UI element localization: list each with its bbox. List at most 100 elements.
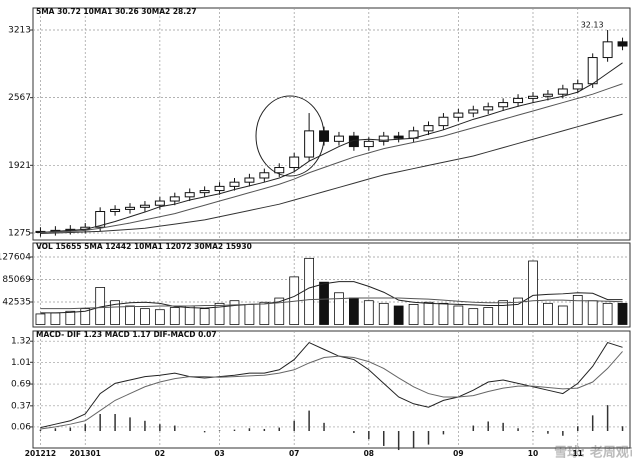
- volume-bar: [304, 257, 314, 325]
- volume-bar: [274, 297, 285, 325]
- volume-bar: [617, 302, 628, 325]
- candle-body: [95, 211, 106, 228]
- panel-frame: [32, 330, 631, 449]
- panel-header: 5MA 30.72 10MA1 30.26 30MA2 28.27: [36, 7, 197, 16]
- volume-bar: [498, 300, 509, 325]
- volume-bar: [140, 308, 150, 325]
- candle-body: [498, 102, 509, 108]
- x-tick-label: 11: [573, 449, 583, 458]
- volume-bar: [65, 310, 76, 325]
- volume-bar: [513, 297, 523, 325]
- candle-body: [244, 177, 255, 183]
- candle-body: [229, 181, 240, 187]
- price-annotation: 32.13: [581, 20, 604, 29]
- y-tick-label: 85069: [2, 275, 31, 285]
- volume-bar: [229, 300, 240, 325]
- candle-body: [259, 172, 270, 179]
- volume-bar: [408, 303, 419, 325]
- candle-body: [557, 88, 568, 95]
- indicator-line: [40, 281, 623, 314]
- volume-bar: [50, 312, 61, 325]
- candle-body: [423, 125, 434, 132]
- indicator-line: [40, 83, 623, 233]
- candle-body: [542, 93, 553, 97]
- volume-bar: [184, 305, 195, 325]
- volume-bar: [244, 303, 255, 325]
- candle-body: [393, 135, 404, 139]
- volume-bar: [334, 292, 344, 325]
- y-tick-label: 0.69: [11, 380, 31, 390]
- watermark: 雪球: 老周观市: [554, 445, 632, 460]
- indicator-line: [40, 297, 623, 310]
- volume-bar: [378, 302, 389, 325]
- y-tick-label: 1921: [8, 161, 31, 171]
- candle-body: [528, 95, 538, 99]
- panel-frame: [32, 242, 631, 328]
- candle-body: [169, 196, 180, 202]
- candle-body: [453, 112, 464, 118]
- candle-body: [602, 41, 613, 59]
- volume-bar: [483, 307, 494, 325]
- x-tick-label: 08: [364, 449, 374, 458]
- volume-bar: [393, 305, 404, 325]
- candle-body: [572, 83, 583, 90]
- panel-header: VOL 15655 5MA 12442 10MA1 12072 30MA2 15…: [36, 242, 252, 251]
- volume-bar: [528, 260, 538, 325]
- candle-body: [587, 57, 598, 85]
- volume-bar: [438, 302, 449, 325]
- volume-bar: [349, 297, 359, 325]
- candle-body: [438, 116, 449, 127]
- candle-body: [199, 190, 210, 194]
- indicator-line: [40, 351, 623, 430]
- candle-body: [274, 167, 285, 174]
- x-tick-label: 07: [289, 449, 299, 458]
- volume-bar: [423, 301, 434, 325]
- volume-bar: [80, 308, 91, 325]
- indicator-line: [40, 113, 623, 235]
- y-tick-label: 1275: [8, 228, 31, 238]
- volume-bar: [587, 300, 598, 325]
- y-tick-label: 2567: [8, 93, 31, 103]
- x-tick-label: 09: [453, 449, 463, 458]
- volume-bar: [35, 313, 46, 325]
- candle-body: [483, 106, 494, 111]
- volume-bar: [169, 307, 180, 325]
- indicator-line: [40, 341, 623, 429]
- candle-body: [348, 135, 359, 148]
- volume-bar: [453, 305, 464, 325]
- candle-body: [139, 204, 150, 208]
- y-tick-label: 42535: [2, 297, 31, 307]
- volume-bar: [199, 308, 210, 325]
- candle-body: [289, 156, 300, 169]
- volume-bar: [363, 300, 374, 325]
- volume-bar: [154, 309, 165, 325]
- candle-body: [184, 192, 195, 198]
- candle-body: [513, 97, 524, 104]
- x-tick-label: 10: [528, 449, 538, 458]
- volume-bar: [557, 305, 568, 325]
- candle-body: [125, 206, 135, 210]
- y-tick-label: 0.06: [11, 422, 31, 432]
- x-tick-label: 201212: [25, 449, 56, 458]
- volume-bar: [319, 281, 329, 325]
- candle-body: [154, 200, 165, 206]
- panel-frame: [32, 7, 631, 241]
- candle-body: [214, 185, 225, 192]
- volume-bar: [125, 305, 135, 325]
- x-tick-label: 201301: [70, 449, 101, 458]
- candle-body: [468, 109, 479, 114]
- candle-body: [110, 208, 121, 213]
- x-tick-label: 02: [155, 449, 165, 458]
- volume-bar: [572, 295, 583, 325]
- y-tick-label: 0.37: [11, 401, 31, 411]
- y-tick-label: 127604: [0, 252, 31, 262]
- y-tick-label: 1.01: [11, 358, 31, 368]
- volume-bar: [468, 308, 479, 325]
- candle-body: [617, 41, 628, 47]
- candle-body: [304, 130, 315, 158]
- y-tick-label: 3213: [8, 25, 31, 35]
- volume-bar: [543, 302, 553, 325]
- volume-bar: [110, 300, 120, 325]
